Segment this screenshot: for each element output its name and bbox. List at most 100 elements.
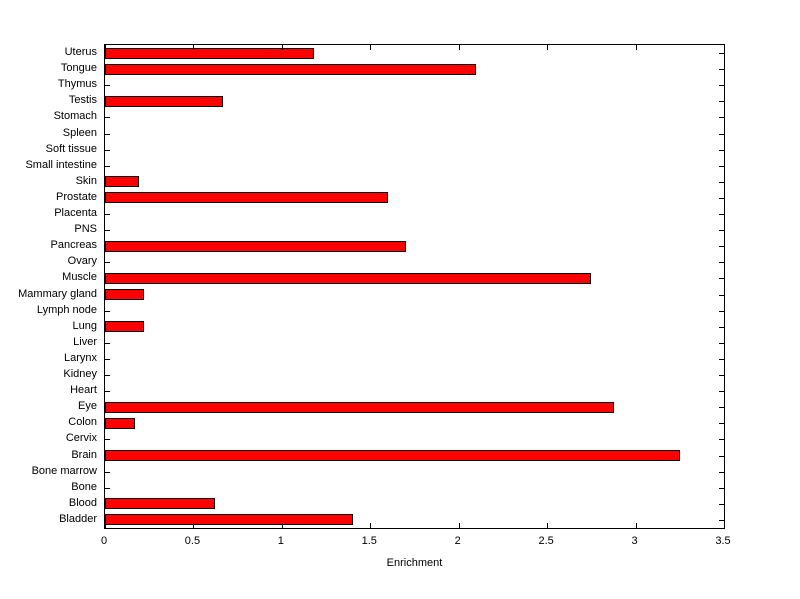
x-tick-mark-top bbox=[547, 45, 548, 50]
y-tick-mark-right bbox=[719, 182, 724, 183]
y-tick-mark-left bbox=[105, 472, 110, 473]
y-tick-label-soft-tissue: Soft tissue bbox=[45, 142, 97, 155]
y-tick-label-ovary: Ovary bbox=[67, 255, 97, 268]
x-tick-mark-top bbox=[105, 45, 106, 50]
y-tick-mark-right bbox=[719, 69, 724, 70]
y-tick-label-muscle: Muscle bbox=[62, 271, 97, 284]
y-tick-mark-right bbox=[719, 343, 724, 344]
bar-tongue bbox=[105, 64, 476, 75]
x-tick-label-1: 1 bbox=[277, 535, 284, 547]
bar-prostate bbox=[105, 192, 388, 203]
bar-lung bbox=[105, 321, 144, 332]
x-tick-label-3: 3 bbox=[631, 535, 638, 547]
y-tick-mark-right bbox=[719, 85, 724, 86]
bar-pancreas bbox=[105, 241, 406, 252]
x-tick-label-0.5: 0.5 bbox=[184, 535, 201, 547]
y-tick-mark-left bbox=[105, 359, 110, 360]
x-tick-mark-top bbox=[282, 45, 283, 50]
x-tick-label-0: 0 bbox=[100, 535, 108, 547]
y-tick-mark-right bbox=[719, 134, 724, 135]
bar-mammary-gland bbox=[105, 289, 144, 300]
y-tick-label-pancreas: Pancreas bbox=[50, 239, 97, 252]
y-tick-label-stomach: Stomach bbox=[53, 110, 97, 123]
y-tick-label-brain: Brain bbox=[71, 448, 97, 461]
x-tick-mark-bottom bbox=[724, 523, 725, 528]
y-tick-mark-right bbox=[719, 504, 724, 505]
y-tick-mark-right bbox=[719, 488, 724, 489]
y-tick-mark-left bbox=[105, 488, 110, 489]
y-tick-mark-right bbox=[719, 391, 724, 392]
y-tick-mark-left bbox=[105, 391, 110, 392]
y-tick-label-liver: Liver bbox=[73, 335, 97, 348]
y-tick-mark-left bbox=[105, 262, 110, 263]
x-tick-mark-top bbox=[459, 45, 460, 50]
y-tick-mark-right bbox=[719, 117, 724, 118]
y-tick-mark-right bbox=[719, 101, 724, 102]
y-tick-mark-left bbox=[105, 214, 110, 215]
x-tick-mark-bottom bbox=[105, 523, 106, 528]
y-tick-label-lymph-node: Lymph node bbox=[36, 303, 97, 316]
y-tick-label-uterus: Uterus bbox=[64, 46, 97, 59]
y-tick-mark-right bbox=[719, 166, 724, 167]
y-tick-mark-right bbox=[719, 230, 724, 231]
y-tick-label-skin: Skin bbox=[75, 174, 97, 187]
y-tick-mark-left bbox=[105, 311, 110, 312]
y-tick-label-larynx: Larynx bbox=[63, 351, 97, 364]
y-tick-mark-right bbox=[719, 214, 724, 215]
y-tick-mark-left bbox=[105, 439, 110, 440]
y-tick-mark-right bbox=[719, 150, 724, 151]
x-axis-tick-labels: 0 0.5 1 1.5 2 2.5 3 3.5 bbox=[100, 535, 731, 551]
plot-area bbox=[104, 44, 725, 529]
y-tick-label-pns: PNS bbox=[74, 223, 97, 236]
bar-skin bbox=[105, 176, 139, 187]
x-tick-label-2.5: 2.5 bbox=[538, 535, 554, 547]
x-tick-mark-bottom bbox=[193, 523, 194, 528]
y-tick-label-small-intestine: Small intestine bbox=[25, 158, 97, 171]
y-tick-mark-left bbox=[105, 230, 110, 231]
x-tick-mark-top bbox=[193, 45, 194, 50]
y-tick-mark-left bbox=[105, 150, 110, 151]
bar-brain bbox=[105, 450, 680, 461]
y-tick-mark-left bbox=[105, 85, 110, 86]
y-tick-mark-right bbox=[719, 311, 724, 312]
y-tick-label-cervix: Cervix bbox=[65, 432, 97, 445]
y-tick-label-kidney: Kidney bbox=[63, 368, 97, 381]
x-tick-mark-top bbox=[636, 45, 637, 50]
y-tick-mark-left bbox=[105, 117, 110, 118]
y-axis-labels: Uterus Tongue Thymus Testis Stomach Spleen Sof… bbox=[0, 44, 97, 529]
x-tick-mark-bottom bbox=[636, 523, 637, 528]
x-axis-label: Enrichment bbox=[386, 557, 443, 569]
y-tick-label-bone: Bone bbox=[71, 480, 97, 493]
bar-bladder bbox=[105, 514, 353, 525]
y-tick-label-lung: Lung bbox=[72, 319, 97, 332]
bar-blood bbox=[105, 498, 215, 509]
bar-muscle bbox=[105, 273, 591, 284]
bar-uterus bbox=[105, 48, 314, 59]
y-tick-mark-right bbox=[719, 262, 724, 263]
y-tick-mark-left bbox=[105, 134, 110, 135]
y-tick-label-eye: Eye bbox=[78, 400, 97, 413]
x-tick-mark-bottom bbox=[459, 523, 460, 528]
y-tick-mark-right bbox=[719, 375, 724, 376]
y-tick-label-spleen: Spleen bbox=[62, 126, 97, 139]
y-tick-label-testis: Testis bbox=[68, 94, 97, 107]
y-tick-mark-right bbox=[719, 423, 724, 424]
y-tick-label-bone-marrow: Bone marrow bbox=[31, 464, 97, 477]
x-tick-mark-bottom bbox=[282, 523, 283, 528]
x-tick-label-1.5: 1.5 bbox=[361, 535, 377, 547]
y-tick-label-heart: Heart bbox=[70, 384, 97, 397]
y-tick-mark-right bbox=[719, 439, 724, 440]
y-tick-label-colon: Colon bbox=[68, 416, 97, 429]
y-tick-mark-left bbox=[105, 343, 110, 344]
y-tick-mark-right bbox=[719, 472, 724, 473]
y-tick-mark-right bbox=[719, 53, 724, 54]
y-tick-label-bladder: Bladder bbox=[59, 512, 97, 525]
y-tick-mark-left bbox=[105, 375, 110, 376]
x-tick-mark-bottom bbox=[370, 523, 371, 528]
y-tick-mark-right bbox=[719, 295, 724, 296]
y-tick-mark-right bbox=[719, 407, 724, 408]
y-tick-label-tongue: Tongue bbox=[60, 62, 97, 75]
y-tick-mark-right bbox=[719, 359, 724, 360]
y-tick-mark-right bbox=[719, 327, 724, 328]
y-tick-label-mammary-gland: Mammary gland bbox=[18, 287, 97, 300]
